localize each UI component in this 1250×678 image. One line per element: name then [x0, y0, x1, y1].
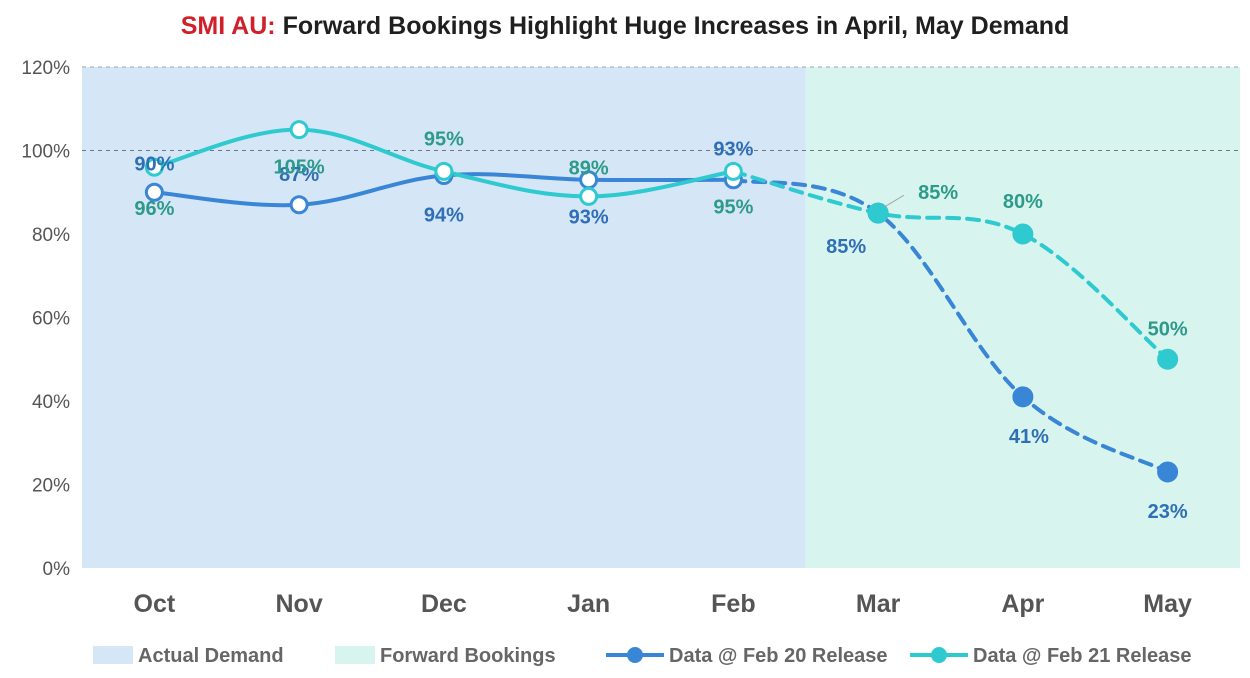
region-forward-bookings: [805, 67, 1240, 568]
legend-item-2: Forward Bookings: [335, 645, 556, 667]
data-label: 105%: [274, 157, 325, 179]
chart-title: SMI AU: Forward Bookings Highlight Huge …: [0, 12, 1250, 41]
y-tick-label: 40%: [32, 392, 70, 413]
legend-swatch: [93, 646, 133, 664]
legend-item-4: Data @ Feb 21 Release: [910, 645, 1192, 667]
background-regions: [82, 67, 1240, 568]
data-label: 95%: [424, 128, 464, 150]
data-label: 80%: [1003, 191, 1043, 213]
x-axis-ticks: Oct Nov Dec Jan Feb Mar Apr May: [134, 590, 1193, 618]
legend-item-1: Actual Demand: [93, 645, 284, 667]
data-labels: 90% 87% 94% 93% 93% 85% 41% 23% 96% 105% 95% 89% 95%…: [134, 128, 1187, 523]
legend-marker: [627, 647, 643, 663]
data-label: 90%: [134, 153, 174, 175]
data-label: 41%: [1009, 426, 1049, 448]
x-tick-label: Apr: [1001, 590, 1044, 618]
gridlines: [82, 66, 1240, 151]
data-label: 23%: [1148, 501, 1188, 523]
data-label: 94%: [424, 205, 464, 227]
data-label: 93%: [569, 207, 609, 229]
series-1-point: [144, 182, 164, 202]
y-tick-label: 60%: [32, 309, 70, 330]
series-2-point: [1157, 348, 1179, 370]
x-tick-label: Nov: [276, 590, 323, 618]
series-points: [144, 120, 1179, 483]
x-tick-label: Jan: [567, 590, 610, 618]
series-2-point: [867, 202, 889, 224]
y-axis-ticks: 0% 20% 40% 60% 80% 100% 120%: [21, 58, 70, 580]
data-label: 96%: [134, 198, 174, 220]
legend-label: Data @ Feb 20 Release: [669, 645, 888, 667]
x-tick-label: May: [1143, 590, 1192, 618]
series-2-point: [579, 186, 599, 206]
series-2-point: [723, 161, 743, 181]
data-label: 89%: [569, 157, 609, 179]
legend-label: Actual Demand: [138, 645, 284, 667]
y-tick-label: 0%: [43, 559, 71, 580]
data-label: 93%: [713, 139, 753, 161]
legend-item-3: Data @ Feb 20 Release: [606, 645, 888, 667]
series-1-point: [1012, 386, 1034, 408]
x-tick-label: Mar: [856, 590, 901, 618]
x-tick-label: Oct: [134, 590, 176, 618]
series-2-forecast-line: [731, 169, 1170, 362]
data-label: 95%: [713, 196, 753, 218]
series-2-point: [144, 157, 164, 177]
chart-title-prefix: SMI AU:: [180, 12, 276, 40]
data-label: 50%: [1148, 318, 1188, 340]
legend-swatch: [335, 646, 375, 664]
series-1-forecast-line: [731, 177, 1170, 474]
y-tick-label: 120%: [21, 58, 70, 79]
series-2-point: [289, 120, 309, 140]
legend-label: Forward Bookings: [380, 645, 556, 667]
legend-marker: [931, 647, 947, 663]
series-2-point: [1012, 223, 1034, 245]
data-label: 87%: [279, 164, 319, 186]
data-label: 85%: [826, 236, 866, 258]
data-label: 85%: [918, 182, 958, 204]
legend-label: Data @ Feb 21 Release: [973, 645, 1192, 667]
series-1-point: [1157, 461, 1179, 483]
y-tick-label: 20%: [32, 476, 70, 497]
series-1-point: [289, 195, 309, 215]
leader-line: [883, 194, 905, 208]
series-2-point: [434, 161, 454, 181]
legend: Actual Demand Forward Bookings Data @ Feb …: [93, 645, 1192, 667]
y-tick-label: 80%: [32, 225, 70, 246]
y-tick-label: 100%: [21, 142, 70, 163]
x-tick-label: Dec: [421, 590, 467, 618]
x-tick-label: Feb: [711, 590, 755, 618]
chart-title-main: Forward Bookings Highlight Huge Increase…: [282, 12, 1070, 40]
